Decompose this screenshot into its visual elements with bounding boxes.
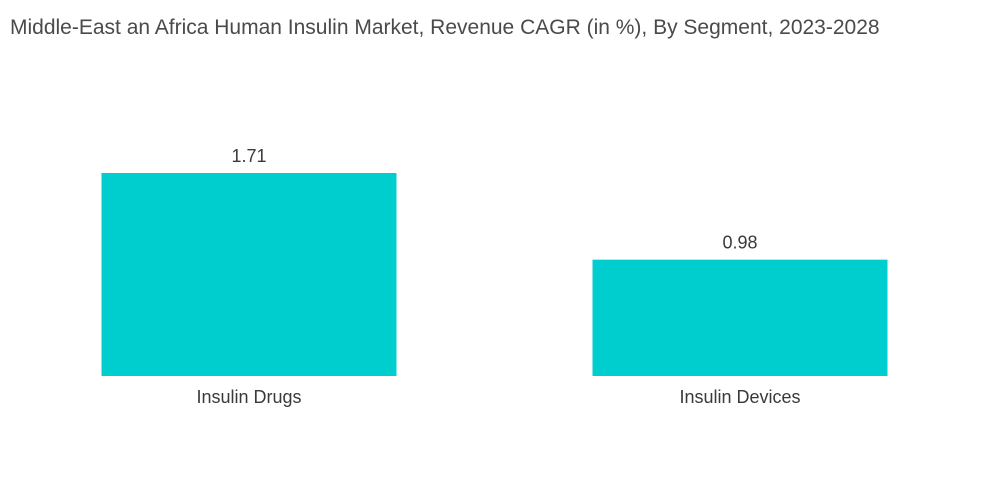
bar-insulin-devices bbox=[592, 259, 888, 376]
bars-group bbox=[101, 173, 888, 376]
bar-insulin-drugs bbox=[101, 173, 397, 376]
category-labels-group: Insulin Drugs Insulin Devices bbox=[196, 387, 800, 407]
chart-title: Middle-East an Africa Human Insulin Mark… bbox=[10, 16, 880, 39]
category-label: Insulin Drugs bbox=[196, 387, 301, 407]
value-label: 1.71 bbox=[231, 146, 266, 166]
value-labels-group: 1.71 0.98 bbox=[231, 146, 757, 253]
category-label: Insulin Devices bbox=[679, 387, 800, 407]
value-label: 0.98 bbox=[722, 233, 757, 253]
